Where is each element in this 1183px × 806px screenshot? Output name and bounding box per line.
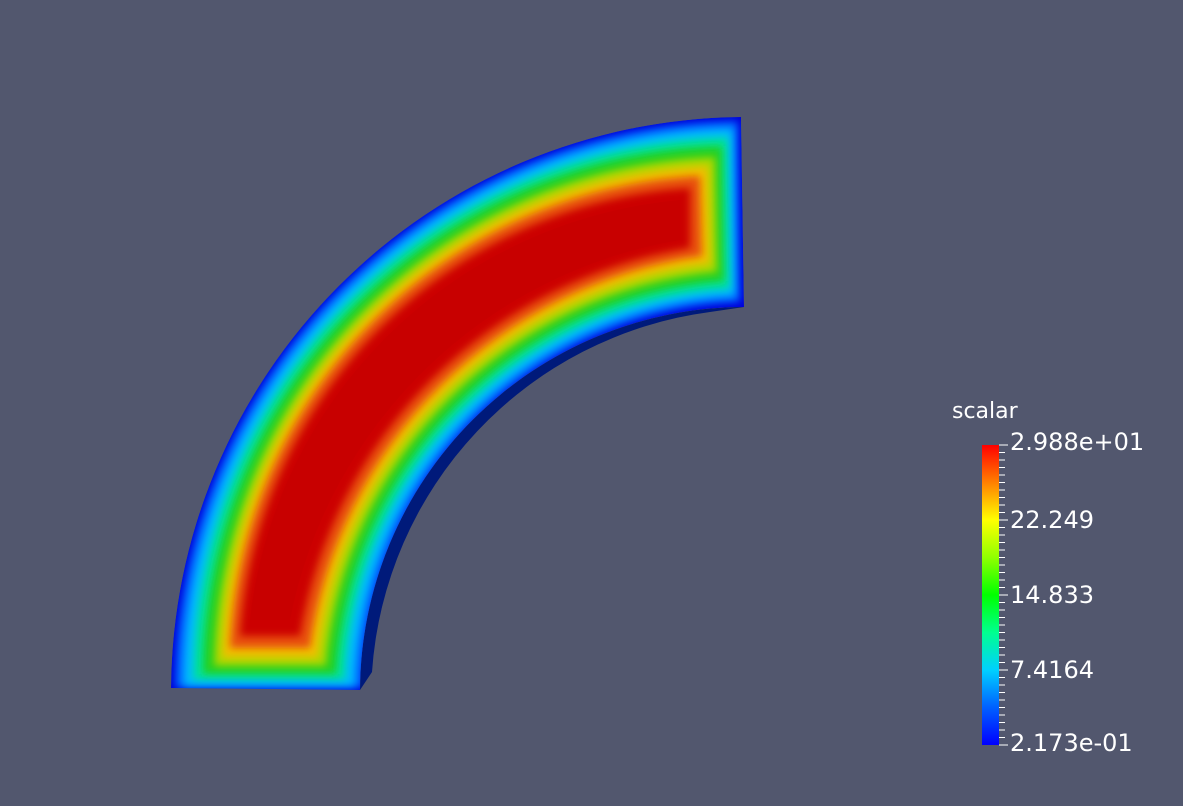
scalar-field xyxy=(171,117,744,690)
scalar-bar-gradient xyxy=(982,445,999,745)
scalar-bar-label-3: 7.4164 xyxy=(1010,656,1094,684)
scalar-bar-label-1: 22.249 xyxy=(1010,506,1094,534)
scalar-bar-min-label: 2.173e-01 xyxy=(1010,729,1133,757)
scalar-bar-max-label: 2.988e+01 xyxy=(1010,428,1145,456)
scalar-bar-title: scalar xyxy=(952,399,1018,424)
scalar-bar-ticks xyxy=(999,444,1008,746)
scalar-bar-label-2: 14.833 xyxy=(1010,581,1094,609)
